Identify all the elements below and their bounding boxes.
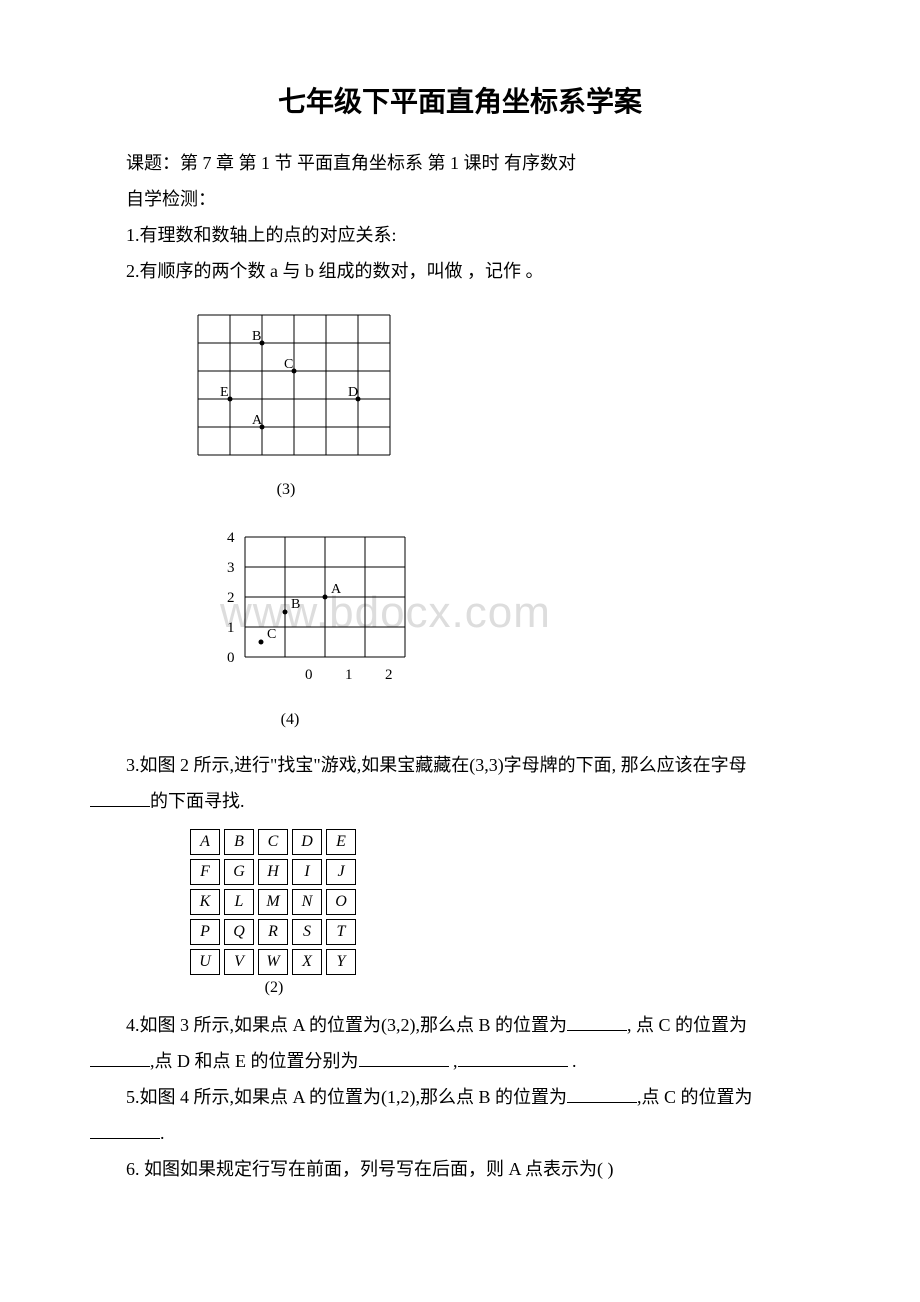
blank — [567, 1084, 637, 1103]
question-4-text-d: , — [449, 1051, 458, 1071]
question-1: 1.有理数和数轴上的点的对应关系: — [90, 217, 830, 253]
question-5-text-c: . — [160, 1123, 165, 1143]
letter-cell: B — [224, 829, 254, 855]
figure-2-letter-grid: ABCDE FGHIJ KLMNO PQRST UVWXY (2) — [190, 829, 830, 997]
letter-cell: H — [258, 859, 288, 885]
letter-cell: A — [190, 829, 220, 855]
letter-cell: W — [258, 949, 288, 975]
letter-cell: G — [224, 859, 254, 885]
svg-text:2: 2 — [385, 667, 393, 683]
letter-cell: L — [224, 889, 254, 915]
svg-text:1: 1 — [345, 667, 353, 683]
question-5-text-a: 5.如图 4 所示,如果点 A 的位置为(1,2),那么点 B 的位置为 — [126, 1087, 567, 1107]
question-3-line2: 的下面寻找. — [90, 783, 830, 819]
lesson-topic: 课题：第 7 章 第 1 节 平面直角坐标系 第 1 课时 有序数对 — [90, 145, 830, 181]
letter-cell: X — [292, 949, 322, 975]
letter-cell: F — [190, 859, 220, 885]
svg-text:4: 4 — [227, 530, 235, 546]
letter-cell: N — [292, 889, 322, 915]
blank — [90, 1048, 150, 1067]
question-3: 3.如图 2 所示,进行"找宝"游戏,如果宝藏藏在(3,3)字母牌的下面, 那么… — [90, 747, 830, 783]
question-2: 2.有顺序的两个数 a 与 b 组成的数对，叫做 ，记作 。 — [90, 253, 830, 289]
letter-cell: Y — [326, 949, 356, 975]
question-4-text-e: . — [568, 1051, 577, 1071]
svg-text:3: 3 — [227, 560, 235, 576]
svg-text:2: 2 — [227, 590, 235, 606]
svg-text:1: 1 — [227, 620, 235, 636]
svg-text:C: C — [267, 627, 276, 642]
svg-text:D: D — [348, 385, 358, 400]
letter-cell: U — [190, 949, 220, 975]
letter-cell: R — [258, 919, 288, 945]
page-title: 七年级下平面直角坐标系学案 — [90, 80, 830, 120]
letter-cell: V — [224, 949, 254, 975]
figure-2-caption: (2) — [190, 979, 358, 997]
svg-text:C: C — [284, 357, 293, 372]
blank — [458, 1048, 568, 1067]
letter-cell: T — [326, 919, 356, 945]
letter-cell: D — [292, 829, 322, 855]
blank — [359, 1048, 449, 1067]
blank — [90, 1120, 160, 1139]
svg-text:0: 0 — [227, 650, 235, 666]
figure-4: 012340123ABC (4) — [190, 517, 830, 729]
figure-3-caption: (3) — [190, 481, 382, 499]
question-4: 4.如图 3 所示,如果点 A 的位置为(3,2),那么点 B 的位置为 , 点 … — [90, 1007, 830, 1043]
question-3-text-b: 的下面寻找. — [150, 791, 245, 811]
svg-text:A: A — [331, 582, 342, 597]
letter-cell: P — [190, 919, 220, 945]
letter-cell: M — [258, 889, 288, 915]
letter-cell: E — [326, 829, 356, 855]
question-4-line2: ,点 D 和点 E 的位置分别为 , . — [90, 1043, 830, 1079]
question-6: 6. 如图如果规定行写在前面，列号写在后面，则 A 点表示为( ) — [90, 1151, 830, 1187]
figure-3: B C D E A (3) — [190, 307, 830, 499]
svg-text:B: B — [291, 597, 300, 612]
question-5: 5.如图 4 所示,如果点 A 的位置为(1,2),那么点 B 的位置为 ,点 C… — [90, 1079, 830, 1115]
svg-text:0: 0 — [305, 667, 313, 683]
svg-text:B: B — [252, 329, 261, 344]
svg-text:A: A — [252, 413, 263, 428]
letter-cell: K — [190, 889, 220, 915]
letter-cell: C — [258, 829, 288, 855]
letter-cell: J — [326, 859, 356, 885]
question-4-text-c: ,点 D 和点 E 的位置分别为 — [150, 1051, 359, 1071]
question-5-text-b: ,点 C 的位置为 — [637, 1087, 753, 1107]
figure-4-caption: (4) — [190, 711, 390, 729]
question-4-text-b: , 点 C 的位置为 — [627, 1015, 747, 1035]
svg-text:E: E — [220, 385, 229, 400]
blank — [567, 1012, 627, 1031]
letter-cell: S — [292, 919, 322, 945]
letter-cell: Q — [224, 919, 254, 945]
letter-cell: O — [326, 889, 356, 915]
question-5-line2: . — [90, 1115, 830, 1151]
blank — [90, 788, 150, 807]
letter-cell: I — [292, 859, 322, 885]
question-3-text-a: 3.如图 2 所示,进行"找宝"游戏,如果宝藏藏在(3,3)字母牌的下面, 那么… — [126, 755, 747, 775]
section-heading: 自学检测： — [90, 181, 830, 217]
question-4-text-a: 4.如图 3 所示,如果点 A 的位置为(3,2),那么点 B 的位置为 — [126, 1015, 567, 1035]
